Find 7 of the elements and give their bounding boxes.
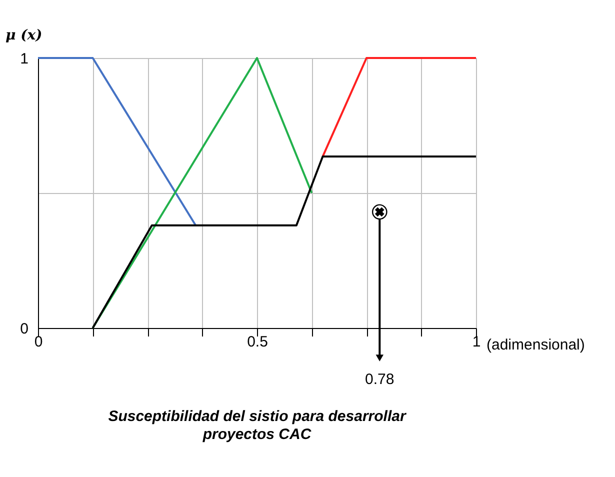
text: Susceptibilidad del sistio para desarrollar proyectos CAC xyxy=(108,408,407,443)
x-tick-label: 0 xyxy=(34,334,43,350)
x-tick-label: 1 xyxy=(472,334,481,350)
y-axis-title: μ (x) xyxy=(6,28,42,44)
x-tick-label: 0.5 xyxy=(247,334,268,350)
x-axis-title: (adimensional) xyxy=(486,336,585,354)
annotation: 0.78 xyxy=(365,371,394,388)
